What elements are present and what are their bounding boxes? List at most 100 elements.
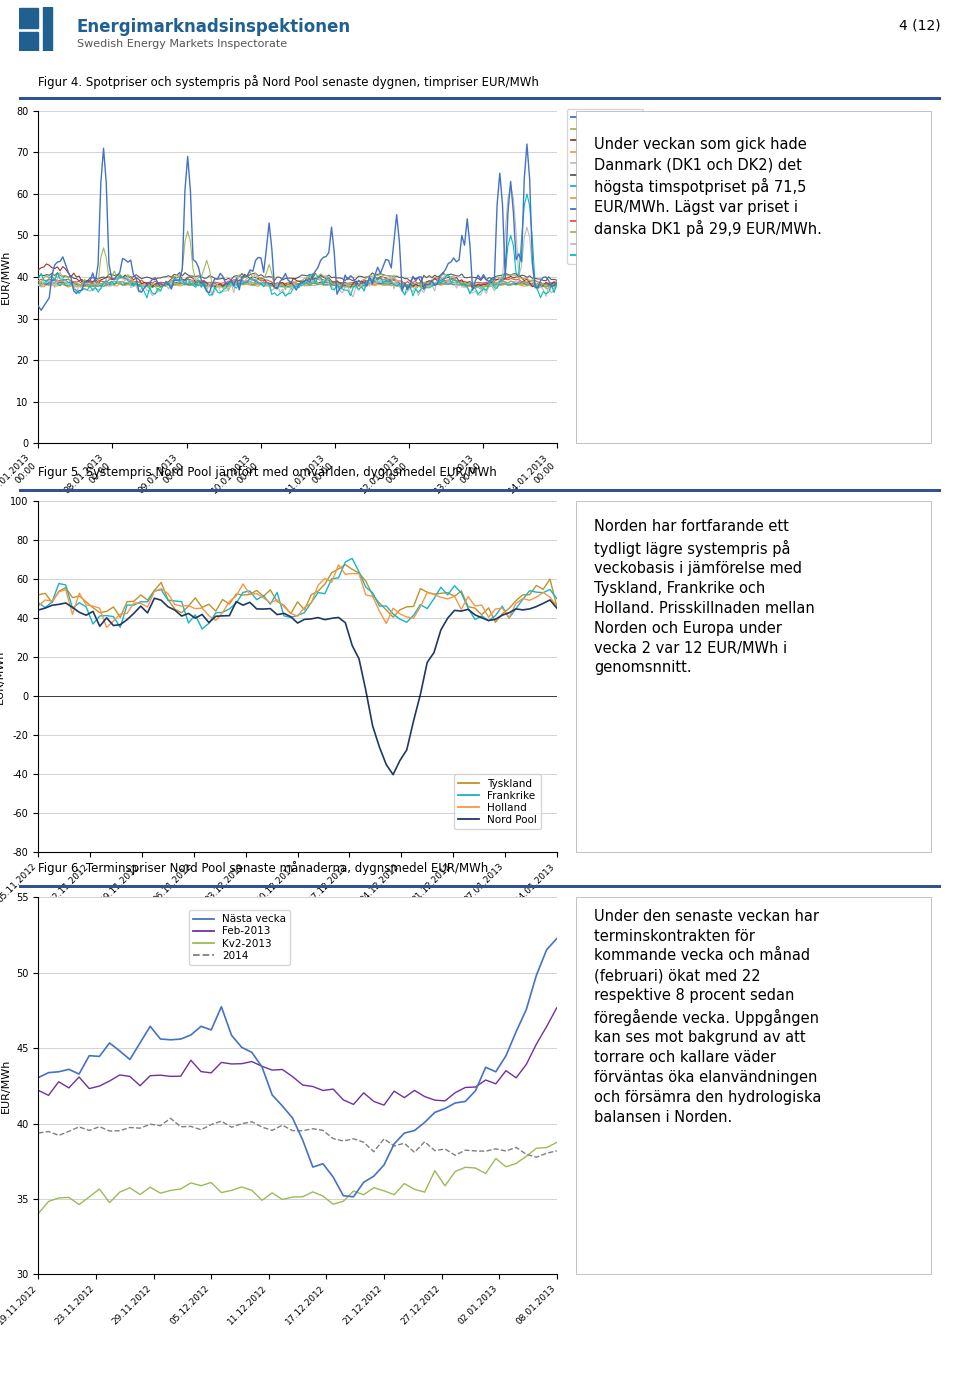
Nord Pool <box>217 608 228 625</box>
Nästa vecka <box>378 1156 390 1173</box>
Kv2-2013 <box>348 1183 359 1199</box>
Tyskland <box>490 614 501 630</box>
Bar <box>43 7 52 51</box>
Feb-2013 <box>348 1096 359 1112</box>
Feb-2013 <box>216 1054 228 1071</box>
Nord Pool <box>149 590 160 607</box>
Legend: Nord Pool, SE1, SE2, SE3, SE4, FI, NO1, NO2, NO3, NO4, NO5, DK1, DK2: Nord Pool, SE1, SE2, SE3, SE4, FI, NO1, … <box>566 109 643 265</box>
Text: Energimarknadsinspektionen: Energimarknadsinspektionen <box>77 18 351 36</box>
Tyskland <box>244 586 255 602</box>
Feb-2013 <box>551 1000 563 1017</box>
Line: Kv2-2013: Kv2-2013 <box>38 1143 557 1213</box>
Legend: Tyskland, Frankrike, Holland, Nord Pool: Tyskland, Frankrike, Holland, Nord Pool <box>454 774 541 830</box>
Holland <box>551 598 563 615</box>
Nord Pool <box>135 598 147 615</box>
Nord Pool <box>551 600 563 616</box>
2014 <box>531 1150 542 1166</box>
Kv2-2013 <box>551 1134 563 1151</box>
Holland <box>217 604 228 620</box>
Tyskland <box>210 602 222 619</box>
Nord Pool <box>265 600 276 616</box>
Feb-2013 <box>73 1069 84 1086</box>
Frankrike <box>326 571 338 587</box>
Tyskland <box>204 596 215 612</box>
Y-axis label: EUR/MWh: EUR/MWh <box>1 1058 11 1114</box>
Frankrike <box>265 596 276 612</box>
Nästa vecka <box>276 1098 288 1115</box>
2014 <box>165 1109 177 1126</box>
Tyskland <box>257 589 269 605</box>
Feb-2013 <box>368 1093 379 1109</box>
Holland <box>333 557 345 573</box>
Nästa vecka <box>73 1065 84 1082</box>
2014 <box>226 1119 237 1136</box>
Holland <box>251 586 262 602</box>
Kv2-2013 <box>73 1197 84 1213</box>
2014 <box>287 1122 299 1138</box>
Y-axis label: EUR/MWh: EUR/MWh <box>1 249 11 305</box>
Feb-2013 <box>378 1097 390 1114</box>
Nästa vecka <box>216 999 228 1015</box>
Nord Pool <box>326 609 338 626</box>
2014 <box>358 1134 370 1151</box>
Frankrike <box>197 620 208 637</box>
Nästa vecka <box>520 1001 532 1018</box>
Holland <box>101 619 112 636</box>
Line: Nord Pool: Nord Pool <box>38 598 557 774</box>
2014 <box>73 1119 84 1136</box>
Line: Nästa vecka: Nästa vecka <box>38 939 557 1197</box>
Tyskland <box>551 598 563 615</box>
Holland <box>326 573 338 590</box>
Feb-2013 <box>33 1082 44 1098</box>
2014 <box>378 1130 390 1147</box>
Text: Under veckan som gick hade
Danmark (DK1 och DK2) det
högsta timspotpriset på 71,: Under veckan som gick hade Danmark (DK1 … <box>593 137 822 237</box>
Kv2-2013 <box>368 1180 379 1197</box>
Kv2-2013 <box>276 1191 288 1208</box>
Text: Figur 4. Spotpriser och systempris på Nord Pool senaste dygnen, timpriser EUR/MW: Figur 4. Spotpriser och systempris på No… <box>38 75 540 89</box>
Holland <box>210 612 222 629</box>
Legend: Nästa vecka, Feb-2013, Kv2-2013, 2014: Nästa vecka, Feb-2013, Kv2-2013, 2014 <box>189 910 290 965</box>
Nästa vecka <box>358 1174 370 1191</box>
Tyskland <box>33 586 44 602</box>
Text: Norden har fortfarande ett
tydligt lägre systempris på
veckobasis i jämförelse m: Norden har fortfarande ett tydligt lägre… <box>593 519 814 676</box>
FancyBboxPatch shape <box>576 111 931 443</box>
FancyBboxPatch shape <box>576 897 931 1274</box>
Kv2-2013 <box>216 1184 228 1201</box>
Feb-2013 <box>520 1057 532 1073</box>
Nästa vecka <box>33 1069 44 1086</box>
Line: 2014: 2014 <box>38 1118 557 1158</box>
2014 <box>317 1122 328 1138</box>
Feb-2013 <box>276 1061 288 1078</box>
Nord Pool <box>387 766 398 783</box>
Nord Pool <box>210 608 222 625</box>
Text: Swedish Energy Markets Inspectorate: Swedish Energy Markets Inspectorate <box>77 39 287 48</box>
Nord Pool <box>251 601 262 618</box>
Text: 4 (12): 4 (12) <box>900 18 941 32</box>
Text: Figur 5. Systempris Nord Pool jämfört med omvärlden, dygnsmedel EUR/MWh: Figur 5. Systempris Nord Pool jämfört me… <box>38 465 497 479</box>
Holland <box>142 598 154 615</box>
Tyskland <box>340 557 351 573</box>
Line: Frankrike: Frankrike <box>38 558 557 629</box>
2014 <box>551 1143 563 1159</box>
Frankrike <box>217 604 228 620</box>
Holland <box>265 594 276 611</box>
Nästa vecka <box>348 1188 359 1205</box>
Frankrike <box>33 594 44 611</box>
Tyskland <box>135 587 147 604</box>
Frankrike <box>210 605 222 622</box>
Tyskland <box>319 576 330 593</box>
Kv2-2013 <box>33 1205 44 1222</box>
Y-axis label: EUR/MWh: EUR/MWh <box>0 650 5 704</box>
Bar <box>19 32 38 51</box>
Nord Pool <box>33 601 44 618</box>
Line: Feb-2013: Feb-2013 <box>38 1008 557 1105</box>
Text: Figur 6. Terminspriser Nord Pool senaste månaderna, dygnsmedel EUR/MWh: Figur 6. Terminspriser Nord Pool senaste… <box>38 861 489 875</box>
Line: Tyskland: Tyskland <box>38 565 557 622</box>
Frankrike <box>135 594 147 611</box>
Kv2-2013 <box>511 1155 522 1172</box>
Text: Under den senaste veckan har
terminskontrakten för
kommande vecka och månad
(feb: Under den senaste veckan har terminskont… <box>593 909 821 1125</box>
Bar <box>19 8 38 28</box>
Frankrike <box>551 590 563 607</box>
Line: Holland: Holland <box>38 565 557 627</box>
Frankrike <box>347 550 358 566</box>
